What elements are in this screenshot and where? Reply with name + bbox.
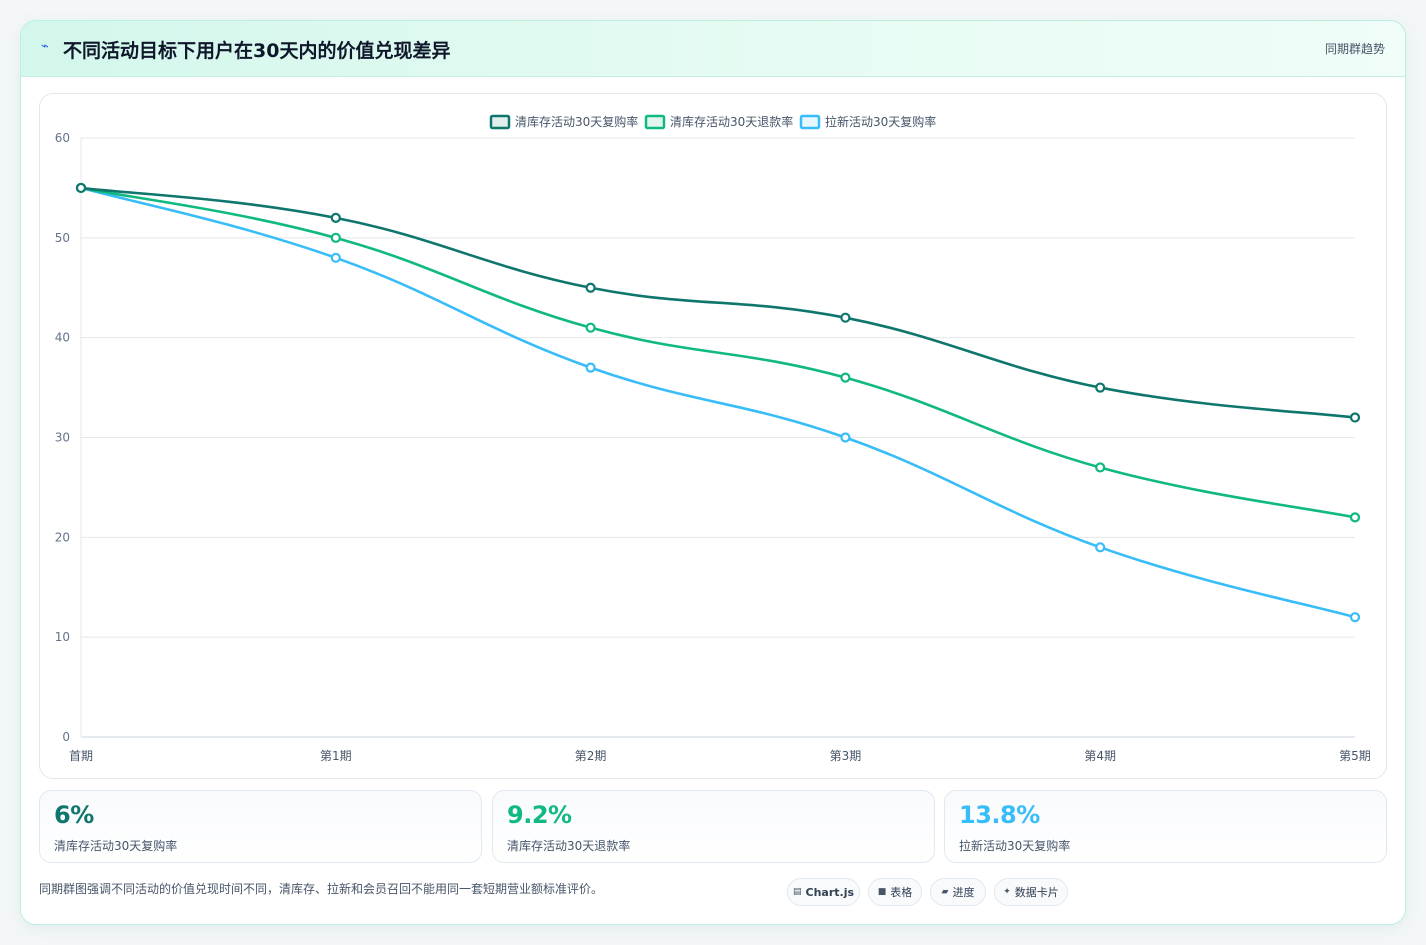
pill-chartjs[interactable]: ▤ Chart.js [787,878,860,906]
data-point [1349,512,1361,523]
data-point [1095,462,1106,473]
kpi-card-1: 6% 清库存活动30天复购率 [39,790,482,863]
y-tick-label: 40 [55,331,70,345]
legend-swatch [799,114,821,130]
header-tag: 同期群趋势 [1324,42,1385,56]
line-chart: 0 10 20 30 40 50 60 首期 第1期 第2期 第3期 第4期 第5期 清库存活动30天复购… [55,114,1371,763]
x-tick-label: 第5期 [1339,749,1371,763]
pill-label: Chart.js [805,885,855,899]
data-point [330,212,341,223]
pill-label: 表格 [890,886,913,899]
legend-label: 拉新活动30天复购率 [825,114,936,129]
table-icon: ■ [877,887,887,897]
kpi-value: 13.8% [959,801,1040,829]
pill-data-card[interactable]: ✦ 数据卡片 [994,878,1068,906]
legend-swatch [644,114,666,130]
data-point [585,322,596,333]
data-point [585,282,596,293]
page-title: 不同活动目标下用户在30天内的价值兑现差异 [63,40,451,62]
data-point [330,252,341,263]
y-tick-label: 50 [55,231,70,245]
data-point [1095,542,1106,553]
y-tick-label: 20 [55,530,70,544]
pill-progress[interactable]: ▰ 进度 [930,878,986,906]
y-tick-label: 30 [55,431,70,445]
bolt-icon: ⌁ [41,39,49,54]
chart-panel: 0 10 20 30 40 50 60 首期 第1期 第2期 第3期 第4期 第5期 清库存活动30天复购… [39,93,1387,779]
legend-label: 清库存活动30天复购率 [515,114,638,129]
y-tick-label: 60 [55,131,70,145]
data-point [330,232,341,243]
series-line [80,186,1356,419]
card-header: ⌁ 不同活动目标下用户在30天内的价值兑现差异 同期群趋势 [21,21,1405,77]
kpi-card-2: 9.2% 清库存活动30天退款率 [492,790,935,863]
y-tick-label: 10 [55,630,70,644]
pill-label: 数据卡片 [1014,886,1059,899]
y-tick-label: 0 [62,730,70,744]
kpi-label: 清库存活动30天复购率 [54,839,178,853]
series-line [80,186,1356,619]
data-point [1349,412,1361,423]
data-point [840,372,851,383]
legend-label: 清库存活动30天退款率 [670,114,793,129]
x-tick-label: 第1期 [320,749,352,763]
data-point [1349,612,1361,623]
data-point [840,312,851,323]
pill-label: 进度 [952,886,975,899]
x-tick-label: 首期 [69,749,93,763]
chart-icon: ▤ [792,887,802,897]
pill-table[interactable]: ■ 表格 [868,878,922,906]
data-point [75,182,87,194]
data-point [1095,382,1106,393]
kpi-card-3: 13.8% 拉新活动30天复购率 [944,790,1387,863]
dashboard-card: ⌁ 不同活动目标下用户在30天内的价值兑现差异 同期群趋势 0 10 20 30 40 5… [20,20,1406,925]
legend-swatch [489,114,511,130]
data-point [840,432,851,443]
series-line [80,186,1356,519]
progress-icon: ▰ [941,887,949,897]
sparkle-icon: ✦ [1003,887,1011,897]
footer-note: 同期群图强调不同活动的价值兑现时间不同，清库存、拉新和会员召回不能用同一套短期营… [39,882,604,896]
x-tick-label: 第2期 [575,749,607,763]
kpi-value: 9.2% [507,801,572,829]
kpi-value: 6% [54,801,94,829]
kpi-label: 拉新活动30天复购率 [959,839,1071,853]
x-tick-label: 第4期 [1084,749,1116,763]
data-point [585,362,596,373]
x-tick-label: 第3期 [830,749,862,763]
kpi-label: 清库存活动30天退款率 [507,839,631,853]
